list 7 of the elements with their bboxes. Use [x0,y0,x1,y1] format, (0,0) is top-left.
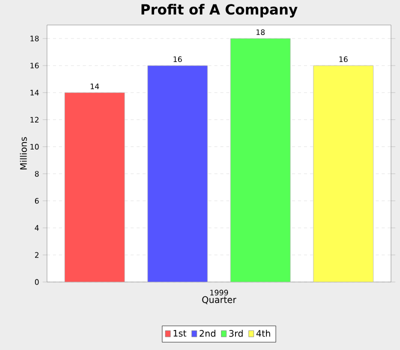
legend-label: 3rd [229,330,243,337]
legend-label: 2nd [200,330,216,337]
legend-label: 1st [174,330,186,337]
y-axis-title: Millions [20,137,27,170]
x-axis-title: Quarter [202,296,236,304]
legend-label: 4th [256,330,270,337]
chart-title: Profit of A Company [142,4,298,18]
